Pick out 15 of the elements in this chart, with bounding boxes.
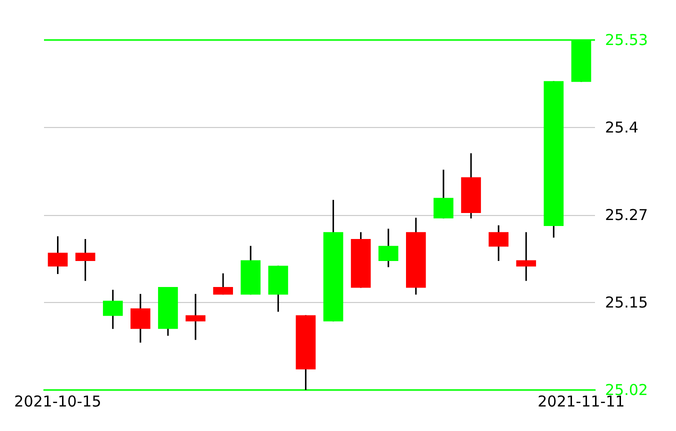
candlestick (75, 238, 96, 282)
candlestick (48, 236, 68, 275)
candlestick (434, 168, 454, 220)
candlestick (378, 228, 398, 268)
y-tick-label: 25.15 (605, 294, 648, 312)
x-tick-label: 2021-10-15 (14, 392, 102, 410)
candlestick (130, 293, 150, 344)
candlestick (213, 272, 233, 296)
candlestick (488, 224, 508, 262)
y-tick-label: 25.53 (605, 31, 648, 49)
candlestick (516, 231, 536, 282)
candlestick (102, 289, 123, 330)
y-tick-label: 25.27 (605, 206, 648, 224)
y-tick-label: 25.4 (605, 118, 638, 136)
candlestick (186, 293, 206, 341)
